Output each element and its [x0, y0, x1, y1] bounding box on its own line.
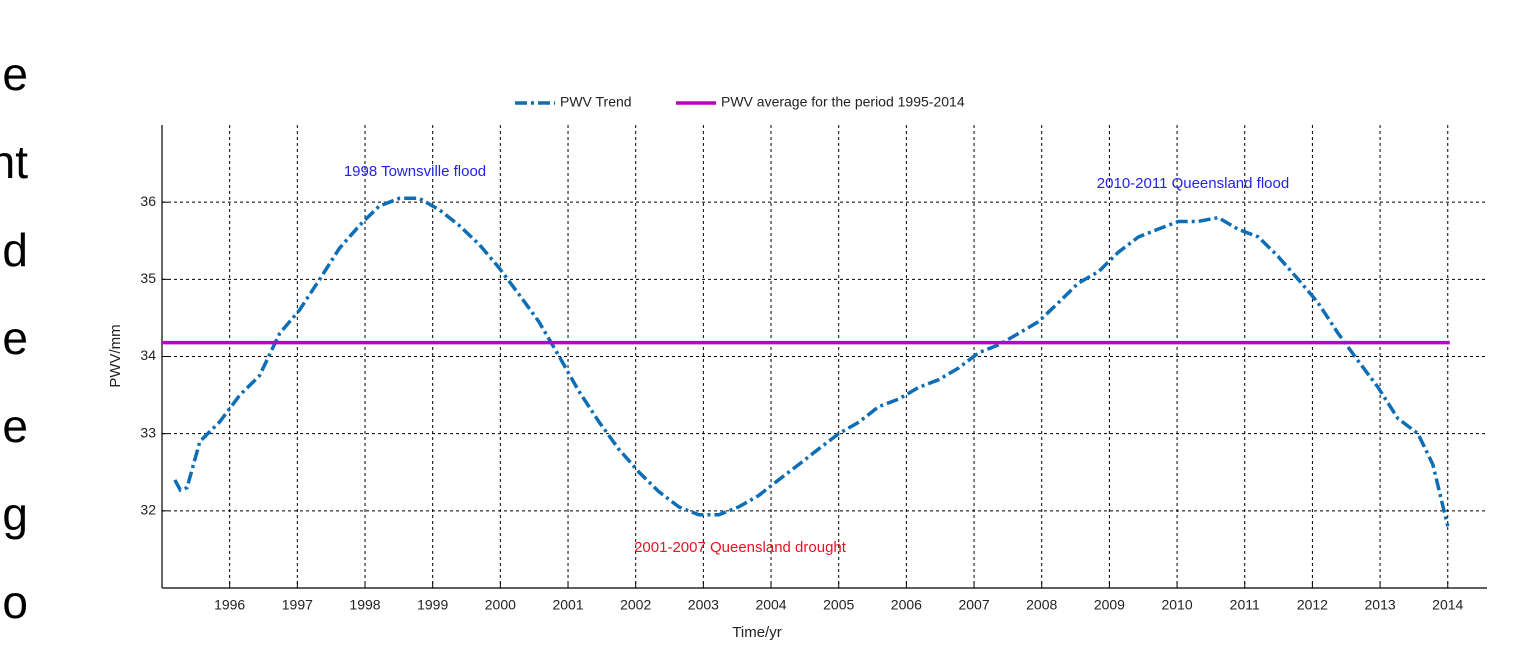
x-tick-label: 2007: [958, 597, 989, 613]
annotation: 2010-2011 Queensland flood: [1097, 175, 1289, 192]
side-text: e: [2, 312, 28, 364]
legend-label: PWV average for the period 1995-2014: [721, 94, 965, 110]
x-axis-label: Time/yr: [732, 624, 781, 641]
side-text: e: [2, 400, 28, 452]
side-text: d: [2, 224, 28, 276]
annotation: 1998 Townsville flood: [344, 163, 486, 180]
x-tick-label: 2010: [1161, 597, 1192, 613]
x-tick-label: 2014: [1432, 597, 1463, 613]
x-tick-label: 2002: [620, 597, 651, 613]
x-tick-label: 1998: [349, 597, 380, 613]
x-tick-label: 2003: [688, 597, 719, 613]
x-tick-label: 2000: [485, 597, 516, 613]
legend-label: PWV Trend: [560, 94, 632, 110]
side-text: o: [2, 576, 28, 628]
x-tick-label: 1996: [214, 597, 245, 613]
x-tick-label: 2004: [755, 597, 786, 613]
x-tick-label: 2012: [1297, 597, 1328, 613]
side-text: nt: [0, 136, 28, 188]
x-tick-label: 2011: [1230, 597, 1260, 613]
y-tick-label: 33: [140, 424, 156, 440]
y-tick-label: 32: [140, 502, 156, 518]
x-tick-label: 2008: [1026, 597, 1057, 613]
y-tick-label: 36: [140, 193, 156, 209]
x-tick-label: 2005: [823, 597, 854, 613]
series-line: [173, 196, 1450, 527]
x-tick-label: 2013: [1365, 597, 1396, 613]
x-tick-label: 1999: [417, 597, 448, 613]
side-text: g: [2, 488, 28, 540]
y-tick-label: 35: [140, 270, 156, 286]
x-tick-label: 1997: [282, 597, 313, 613]
x-tick-label: 2001: [552, 597, 583, 613]
x-tick-label: 2006: [891, 597, 922, 613]
y-tick-label: 34: [140, 347, 156, 363]
side-text: e: [2, 48, 28, 100]
y-axis-label: PWV/mm: [107, 324, 124, 387]
annotation: 2001-2007 Queensland drought: [634, 539, 847, 556]
x-tick-label: 2009: [1094, 597, 1125, 613]
